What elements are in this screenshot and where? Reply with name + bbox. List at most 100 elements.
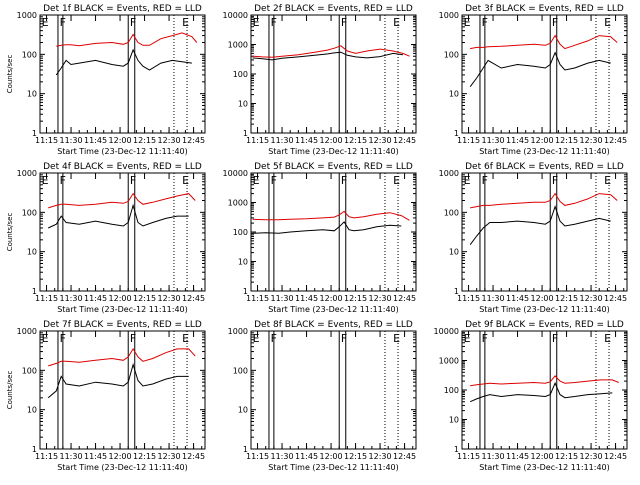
x-tick-label: 11:45 [506, 452, 529, 461]
x-tick-label: 11:45 [295, 452, 318, 461]
x-tick-label: 12:00 [531, 136, 554, 145]
x-tick-label: 12:45 [182, 452, 205, 461]
x-tick-label: 12:45 [393, 136, 416, 145]
x-tick-label: 12:00 [109, 452, 132, 461]
x-tick-label: 12:45 [604, 136, 627, 145]
x-tick-label: 11:45 [295, 136, 318, 145]
interval-marker-F: F [130, 16, 136, 29]
plot-frame [39, 14, 206, 134]
plot-frame [250, 14, 417, 134]
interval-marker-E: E [464, 16, 471, 29]
x-tick-label: 11:45 [506, 136, 529, 145]
y-tick-label: 1000 [17, 11, 37, 20]
interval-marker-E: E [182, 332, 189, 345]
plot-frame [461, 172, 628, 292]
interval-marker-F: F [271, 332, 277, 345]
x-tick-label: 12:15 [344, 136, 367, 145]
lld-series-line [252, 45, 410, 58]
x-tick-label: 12:00 [531, 294, 554, 303]
lld-series-line [470, 34, 618, 50]
y-tick-label: 100 [233, 228, 248, 237]
interval-marker-F: F [130, 174, 136, 187]
y-axis-label: Counts/sec [6, 55, 14, 94]
y-tick-label: 1000 [17, 169, 37, 178]
events-series-line [252, 221, 402, 234]
x-tick-label: 12:00 [109, 294, 132, 303]
x-tick-label: 11:30 [482, 136, 505, 145]
y-axis-label: Counts/sec [6, 371, 14, 410]
y-tick-label: 1 [32, 129, 37, 138]
y-tick-label: 1000 [228, 41, 248, 50]
x-tick-label: 11:30 [482, 294, 505, 303]
interval-marker-F: F [552, 174, 558, 187]
y-tick-label: 1000 [228, 199, 248, 208]
x-tick-label: 11:30 [271, 136, 294, 145]
interval-marker-F: F [482, 174, 488, 187]
lld-series-line [470, 192, 618, 209]
events-series-line [47, 203, 189, 229]
y-tick-label: 1 [454, 445, 459, 454]
interval-marker-E: E [182, 16, 189, 29]
y-tick-label: 1 [454, 287, 459, 296]
interval-marker-E: E [393, 332, 400, 345]
y-tick-label: 1 [32, 287, 37, 296]
y-tick-label: 1000 [439, 357, 459, 366]
y-tick-label: 10 [449, 248, 459, 257]
plot-frame [461, 330, 628, 450]
y-tick-label: 10 [449, 90, 459, 99]
x-tick-label: 12:00 [320, 452, 343, 461]
lld-series-line [56, 32, 198, 47]
x-tick-label: 12:15 [555, 294, 578, 303]
x-tick-label: 12:45 [393, 294, 416, 303]
y-tick-label: 10 [238, 258, 248, 267]
y-tick-label: 1 [32, 445, 37, 454]
x-tick-label: 12:00 [320, 294, 343, 303]
y-tick-label: 1000 [439, 11, 459, 20]
x-tick-label: 11:45 [295, 294, 318, 303]
x-tick-label: 11:15 [457, 294, 480, 303]
interval-marker-E: E [42, 174, 49, 187]
events-series-line [469, 205, 611, 245]
x-tick-label: 12:15 [555, 452, 578, 461]
x-tick-label: 11:15 [35, 452, 58, 461]
x-tick-label: 11:45 [84, 452, 107, 461]
x-tick-label: 12:30 [369, 294, 392, 303]
panel-title: Det 1f BLACK = Events, RED = LLD [43, 4, 202, 14]
interval-marker-F: F [60, 174, 66, 187]
events-series-line [47, 362, 189, 399]
interval-marker-F: F [552, 332, 558, 345]
plot-frame [39, 172, 206, 292]
x-axis-label: Start Time (23-Dec-12 11:11:40) [268, 147, 399, 156]
panel-9: Det 9f BLACK = Events, RED = LLD 1 10 100 10… [434, 320, 628, 472]
x-tick-label: 12:15 [344, 294, 367, 303]
x-tick-label: 11:30 [482, 452, 505, 461]
interval-marker-F: F [271, 174, 277, 187]
panel-5: Det 5f BLACK = Events, RED = LLD 1 10 100 10… [223, 162, 417, 314]
x-tick-label: 12:45 [182, 294, 205, 303]
interval-marker-E: E [604, 174, 611, 187]
x-axis-label: Start Time (23-Dec-12 11:11:40) [268, 305, 399, 314]
x-tick-label: 11:15 [35, 136, 58, 145]
y-tick-label: 1 [243, 129, 248, 138]
x-tick-label: 11:30 [60, 294, 83, 303]
x-tick-label: 12:30 [369, 452, 392, 461]
x-tick-label: 11:30 [60, 452, 83, 461]
interval-marker-E: E [464, 174, 471, 187]
x-tick-label: 12:30 [158, 452, 181, 461]
x-axis-label: Start Time (23-Dec-12 11:11:40) [479, 147, 610, 156]
interval-marker-F: F [341, 16, 347, 29]
x-tick-label: 12:30 [158, 294, 181, 303]
x-tick-label: 12:30 [580, 294, 603, 303]
y-tick-label: 1 [243, 287, 248, 296]
interval-marker-E: E [393, 16, 400, 29]
x-tick-label: 12:30 [580, 136, 603, 145]
x-tick-label: 12:45 [604, 452, 627, 461]
panel-1: Det 1f BLACK = Events, RED = LLD 1 10 100 10… [6, 4, 206, 156]
x-tick-label: 12:45 [604, 294, 627, 303]
x-tick-label: 12:00 [320, 136, 343, 145]
x-axis-label: Start Time (23-Dec-12 11:11:40) [268, 463, 399, 472]
interval-marker-E: E [604, 16, 611, 29]
lld-series-line [252, 210, 410, 221]
x-tick-label: 11:45 [84, 294, 107, 303]
